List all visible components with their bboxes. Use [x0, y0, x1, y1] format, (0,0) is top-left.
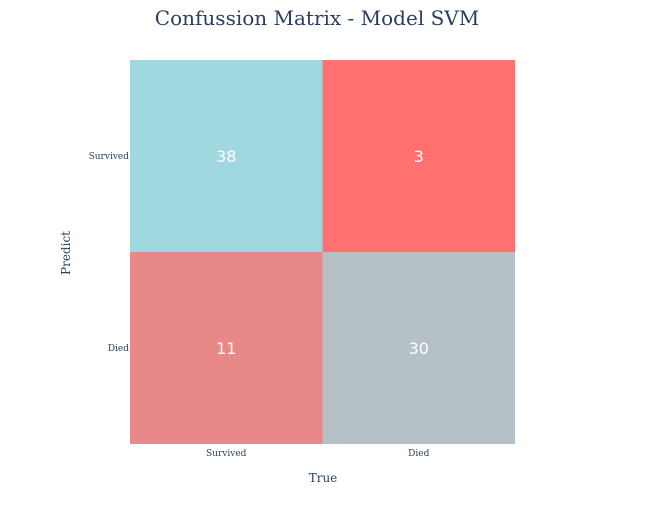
cell-value-label-0-0: 38 [216, 147, 236, 166]
x-tick-label-1: Died [408, 449, 429, 459]
heatmap-cells [130, 60, 515, 444]
heatmap-cell-0-1 [322, 60, 515, 252]
y-axis-label: Predict [59, 231, 73, 275]
heatmap-cell-1-0 [130, 252, 323, 444]
heatmap-cell-labels: 38 3 11 30 [216, 147, 429, 358]
x-tick-label-0: Survived [206, 449, 247, 459]
cell-value-label-1-0: 11 [216, 339, 236, 358]
heatmap-cell-1-1 [322, 252, 515, 444]
y-tick-label-1: Died [108, 344, 129, 354]
heatmap-cell-0-0 [130, 60, 323, 252]
cell-value-label-0-1: 3 [414, 147, 424, 166]
chart-title: Confussion Matrix - Model SVM [155, 6, 479, 30]
x-axis-label: True [309, 471, 338, 485]
y-tick-label-0: Survived [89, 152, 130, 162]
x-axis-ticks: Survived Died [206, 449, 430, 459]
y-axis-ticks: Survived Died [89, 152, 130, 354]
cell-value-label-1-1: 30 [409, 339, 429, 358]
